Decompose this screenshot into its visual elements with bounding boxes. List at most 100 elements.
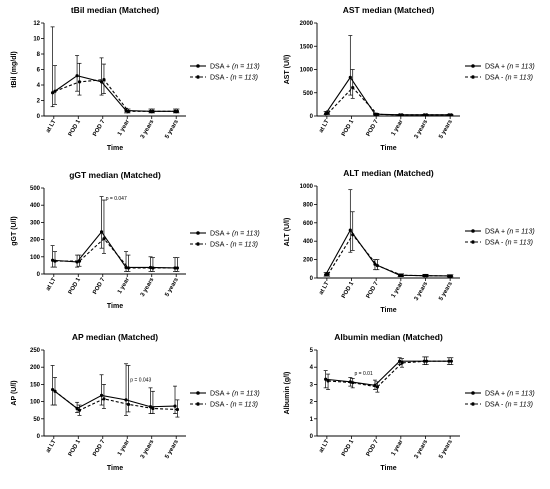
x-tick-label: 3 years — [140, 438, 156, 459]
y-tick-label: 4 — [37, 83, 41, 89]
data-point — [173, 404, 177, 408]
legend-swatch-marker — [471, 75, 475, 79]
y-tick-label: 6 — [37, 68, 41, 74]
chart-title: AST median (Matched) — [343, 5, 435, 15]
x-tick-label: POD 7 — [366, 438, 381, 457]
legend-label: DSA + — [485, 229, 507, 236]
series-dsa-neg — [326, 356, 454, 393]
legend: DSA + (n = 113)DSA - (n = 113) — [190, 231, 260, 249]
y-tick-label: 2 — [37, 99, 41, 105]
chart-panel-6: Albumin median (Matched) 0 1 2 3 4 5 at LT POD 1… — [284, 332, 535, 472]
x-tick-label: at LT — [45, 439, 57, 454]
series-dsa-neg — [326, 69, 454, 117]
y-tick-label: 1000 — [300, 68, 314, 74]
y-tick-label: 1 — [310, 417, 314, 423]
x-tick-label: POD 1 — [341, 118, 356, 137]
series-line — [54, 78, 178, 112]
y-axis-label: AP (U/l) — [11, 380, 18, 405]
data-point — [50, 91, 55, 95]
p-value-annotation: p = 0.01 — [355, 371, 373, 377]
legend-label: DSA + — [485, 64, 507, 71]
legend-n: (n = 113) — [230, 75, 258, 82]
data-point — [99, 80, 104, 84]
y-tick-label: 200 — [30, 365, 41, 371]
x-tick-label: 1 year — [391, 118, 405, 137]
y-tick-label: 0 — [310, 434, 314, 440]
data-point — [126, 109, 131, 113]
data-point — [50, 258, 55, 262]
x-axis-label: Time — [380, 307, 396, 314]
x-tick-label: POD 1 — [68, 276, 83, 295]
data-point — [375, 385, 379, 389]
x-tick-label: 3 years — [414, 118, 430, 139]
legend-swatch-marker — [196, 75, 200, 79]
y-tick-label: 0 — [37, 434, 41, 440]
y-tick-label: 150 — [30, 382, 41, 388]
data-point — [124, 265, 128, 270]
y-tick-label: 500 — [30, 186, 41, 192]
p-value-annotation: p = 0.043 — [130, 378, 151, 384]
series-line — [328, 360, 452, 388]
x-tick-label: 3 years — [414, 280, 430, 301]
legend: DSA + (n = 113)DSA - (n = 113) — [465, 64, 535, 82]
data-point — [126, 266, 131, 270]
series-line — [54, 390, 178, 411]
x-tick-label: POD 7 — [366, 118, 381, 137]
legend-label: DSA + — [210, 64, 232, 71]
series-dsa-pos — [50, 26, 178, 114]
data-point — [351, 233, 355, 237]
chart-panel-3: gGT median (Matched) 0 100 200 300 400 500 at L… — [11, 170, 260, 310]
legend-entry-neg: DSA - (n = 113) — [210, 75, 258, 82]
series-dsa-pos — [50, 363, 178, 416]
x-tick-label: POD 1 — [341, 280, 356, 299]
data-point — [400, 361, 404, 365]
data-point — [175, 407, 180, 412]
chart-panel-5: AP median (Matched) 0 50 100 150 200 250 at LT P… — [11, 332, 260, 472]
legend-entry-neg: DSA - (n = 113) — [485, 75, 533, 82]
legend-entry-neg: DSA - (n = 113) — [485, 402, 533, 409]
legend-label: DSA - — [210, 75, 230, 82]
y-tick-label: 2 — [310, 400, 314, 406]
x-axis-label: Time — [107, 303, 123, 310]
data-point — [324, 377, 328, 381]
legend-swatch-marker — [196, 402, 200, 406]
y-tick-label: 0 — [37, 272, 41, 278]
legend-n: (n = 113) — [505, 240, 533, 247]
x-tick-label: at LT — [318, 281, 330, 296]
y-tick-label: 50 — [33, 417, 40, 423]
legend-label: DSA + — [210, 231, 232, 238]
legend-swatch-marker — [471, 64, 475, 68]
x-tick-label: 5 years — [164, 276, 180, 297]
chart-title: AP median (Matched) — [72, 332, 158, 342]
legend-label: DSA - — [210, 242, 230, 249]
chart-panel-1: tBil median (Matched) 0 2 4 6 8 10 12 at LT POD 1… — [11, 5, 260, 152]
y-tick-label: 200 — [30, 238, 41, 244]
x-tick-label: 5 years — [164, 118, 180, 139]
data-point — [126, 402, 131, 406]
data-point — [53, 389, 57, 393]
data-point — [124, 398, 128, 402]
x-axis-label: Time — [107, 465, 123, 472]
legend-swatch-marker — [196, 231, 200, 235]
legend-n: (n = 113) — [230, 402, 258, 409]
x-tick-label: 1 year — [117, 118, 131, 137]
x-tick-label: POD 1 — [68, 118, 83, 137]
data-point — [77, 259, 82, 263]
x-tick-label: 1 year — [391, 280, 405, 299]
series-line — [52, 389, 176, 410]
y-tick-label: 800 — [303, 202, 314, 208]
data-point — [175, 266, 180, 270]
data-point — [449, 359, 453, 363]
chart-title: gGT median (Matched) — [69, 170, 161, 180]
y-tick-label: 10 — [33, 37, 40, 43]
legend-n: (n = 113) — [232, 231, 260, 238]
x-axis-label: Time — [107, 145, 123, 152]
legend-entry-neg: DSA - (n = 113) — [485, 240, 533, 247]
data-point — [425, 359, 429, 363]
y-tick-label: 0 — [310, 276, 314, 282]
legend-swatch-marker — [471, 391, 475, 395]
x-tick-label: at LT — [318, 119, 330, 134]
data-point — [151, 406, 155, 411]
